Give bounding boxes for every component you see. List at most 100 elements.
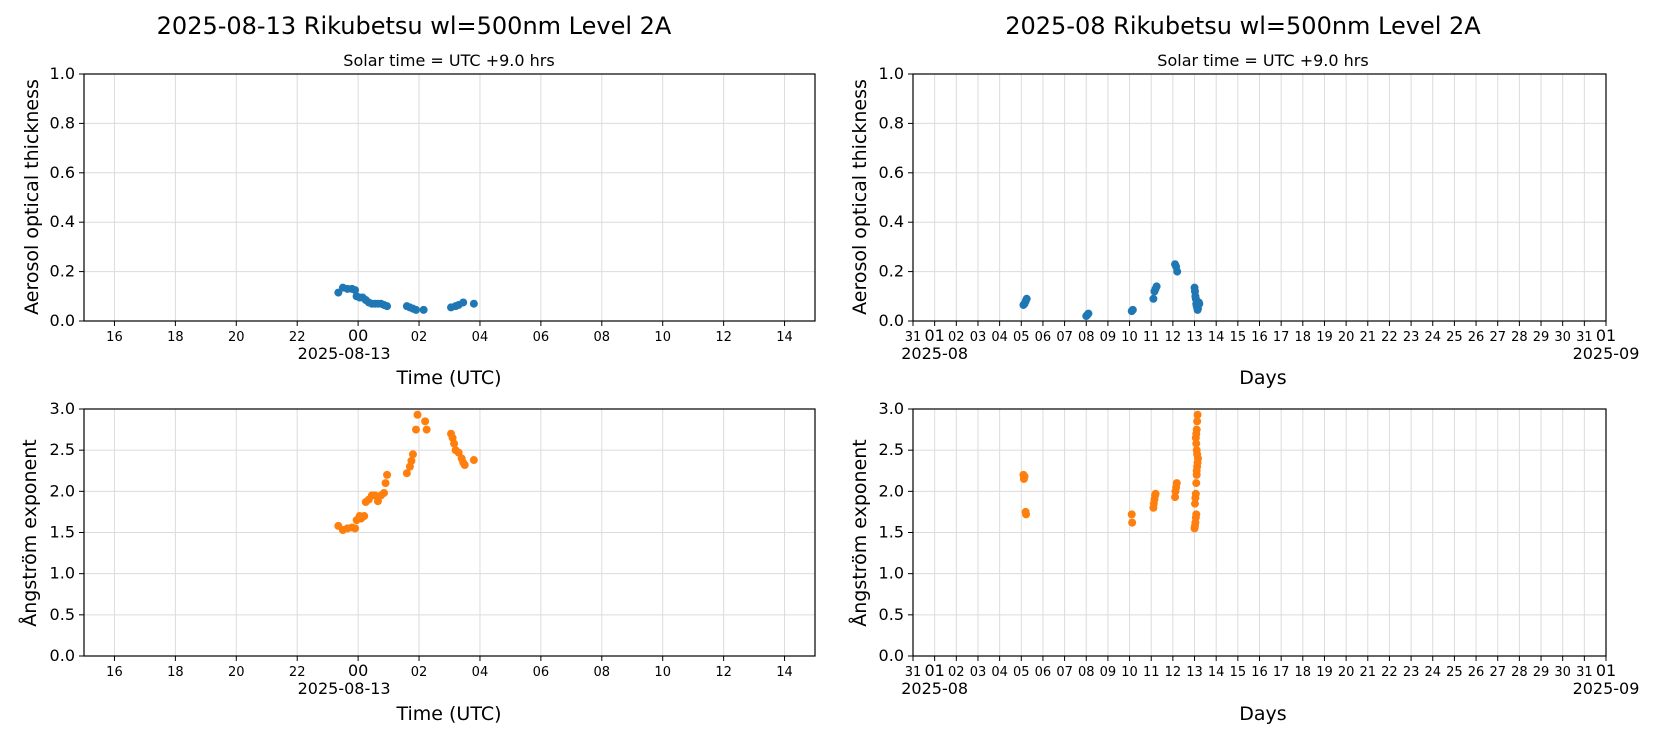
data-point: [402, 469, 411, 478]
data-point: [407, 456, 416, 465]
y-tick-label: 0.0: [50, 646, 75, 665]
x-tick-label: 11: [1143, 665, 1160, 680]
x-tick-label: 06: [1035, 665, 1052, 680]
data-point: [422, 425, 431, 434]
x-tick-label: 16: [1251, 330, 1268, 345]
y-tick-label: 2.0: [50, 481, 75, 500]
x-tick-label: 00: [348, 661, 368, 680]
x-tick-label: 22: [289, 665, 306, 680]
x-tick-label: 31: [1576, 330, 1593, 345]
plot-frame: [912, 408, 1607, 657]
x-date-label: 2025-08: [901, 679, 968, 698]
data-point: [1152, 282, 1161, 291]
plot-frame: [912, 73, 1607, 322]
data-point: [1172, 479, 1181, 488]
y-tick-label: 1.0: [50, 64, 75, 83]
y-tick-label: 0.6: [879, 163, 904, 182]
x-tick-label: 24: [1424, 330, 1441, 345]
x-tick-label: 04: [991, 665, 1008, 680]
chart-subtitle: Solar time = UTC +9.0 hrs: [1157, 51, 1368, 70]
y-tick-label: 1.5: [879, 523, 904, 542]
x-tick-label: 12: [715, 665, 732, 680]
x-tick-label: 15: [1230, 665, 1247, 680]
x-tick-label: 20: [1338, 665, 1355, 680]
x-tick-label: 17: [1273, 665, 1290, 680]
x-tick-label: 10: [654, 330, 671, 345]
data-point: [383, 302, 392, 311]
panel-daily-aot: 2025-08-13 Rikubetsu wl=500nm Level 2A S…: [21, 12, 816, 389]
x-tick-label: 23: [1403, 330, 1420, 345]
x-tick-label: 10: [1121, 665, 1138, 680]
data-point: [413, 410, 422, 419]
x-tick-label: 02: [411, 665, 428, 680]
y-tick-label: 0.2: [879, 262, 904, 281]
x-tick-label: 01: [1596, 326, 1616, 345]
x-tick-label: 09: [1100, 665, 1117, 680]
x-tick-label: 20: [1338, 330, 1355, 345]
x-tick-label: 00: [348, 326, 368, 345]
data-point: [1190, 499, 1199, 508]
data-point: [469, 299, 478, 308]
x-tick-label: 10: [654, 665, 671, 680]
y-axis-label: Aerosol optical thickness: [21, 79, 43, 315]
y-tick-label: 3.0: [879, 399, 904, 418]
x-tick-label: 14: [1208, 665, 1225, 680]
data-point: [469, 456, 478, 465]
x-tick-label: 28: [1511, 330, 1528, 345]
y-axis-label: Aerosol optical thickness: [849, 79, 871, 315]
data-point: [459, 298, 468, 307]
x-tick-label: 12: [1165, 665, 1182, 680]
x-tick-label: 13: [1186, 665, 1203, 680]
data-point: [1084, 309, 1093, 318]
y-tick-label: 0.2: [50, 262, 75, 281]
y-tick-label: 1.0: [50, 564, 75, 583]
x-tick-label: 14: [1208, 330, 1225, 345]
x-tick-label: 28: [1511, 665, 1528, 680]
data-point: [1128, 305, 1137, 314]
x-tick-label: 08: [594, 330, 611, 345]
x-tick-label: 05: [1013, 330, 1030, 345]
plot-frame: [83, 73, 816, 322]
x-tick-label: 13: [1186, 330, 1203, 345]
x-tick-label: 08: [1078, 665, 1095, 680]
x-tick-label: 02: [411, 330, 428, 345]
x-tick-label: 26: [1468, 665, 1485, 680]
x-tick-label: 24: [1424, 665, 1441, 680]
x-tick-label: 18: [1295, 330, 1312, 345]
x-tick-label: 12: [1165, 330, 1182, 345]
x-tick-label: 01: [924, 326, 944, 345]
y-tick-label: 0.6: [50, 163, 75, 182]
data-point: [1128, 518, 1137, 527]
y-tick-label: 3.0: [50, 399, 75, 418]
data-point: [1192, 446, 1201, 455]
x-tick-label: 16: [106, 330, 123, 345]
x-tick-label: 14: [776, 665, 793, 680]
data-point: [1192, 479, 1201, 488]
x-tick-label: 25: [1446, 665, 1463, 680]
x-tick-label: 12: [715, 330, 732, 345]
data-point: [1151, 489, 1160, 498]
x-tick-label: 20: [228, 665, 245, 680]
x-tick-label: 11: [1143, 330, 1160, 345]
x-tick-label: 31: [905, 665, 922, 680]
x-tick-label: 31: [1576, 665, 1593, 680]
x-date-label: 2025-08: [901, 344, 968, 363]
x-tick-label: 06: [1035, 330, 1052, 345]
x-tick-label: 18: [167, 330, 184, 345]
x-tick-label: 01: [1596, 661, 1616, 680]
y-tick-label: 1.0: [879, 64, 904, 83]
x-tick-label: 26: [1468, 330, 1485, 345]
x-tick-label: 04: [991, 330, 1008, 345]
x-tick-label: 07: [1056, 665, 1073, 680]
panel-monthly-aot: 2025-08 Rikubetsu wl=500nm Level 2A Sola…: [849, 12, 1639, 389]
chart-title: 2025-08-13 Rikubetsu wl=500nm Level 2A: [157, 12, 672, 40]
data-point: [1020, 472, 1029, 481]
x-tick-label: 10: [1121, 330, 1138, 345]
data-point: [421, 417, 430, 426]
y-axis-label: Ångström exponent: [18, 439, 41, 627]
data-point: [1193, 410, 1202, 419]
y-tick-label: 0.0: [879, 311, 904, 330]
x-tick-label: 22: [1381, 665, 1398, 680]
